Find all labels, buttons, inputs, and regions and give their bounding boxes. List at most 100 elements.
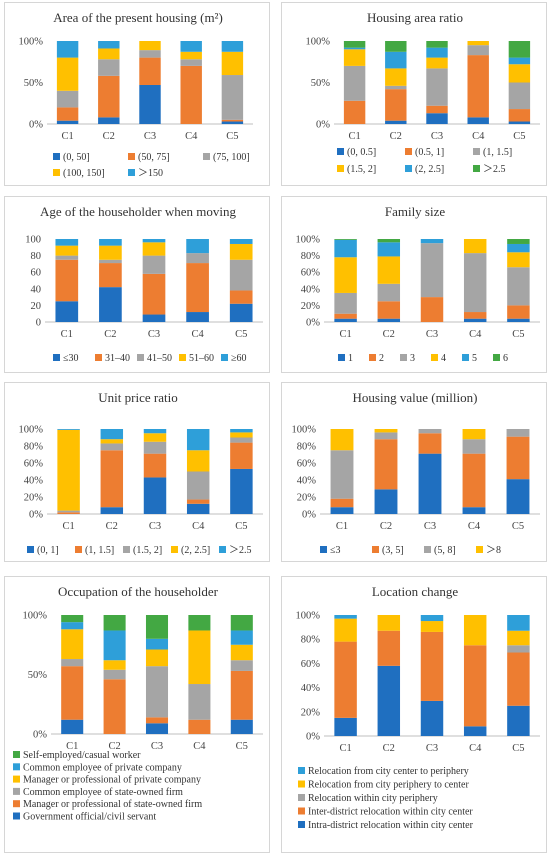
bar-segment [507, 252, 530, 268]
bar-segment [229, 259, 253, 291]
x-tick-label: C1 [62, 521, 74, 532]
legend-swatch [337, 148, 344, 155]
bar-segment [186, 253, 209, 264]
bar-segment [377, 242, 401, 257]
bar-segment [420, 297, 444, 322]
bar-segment [99, 259, 122, 264]
bar-segment [334, 239, 357, 258]
chart-title: Occupation of the householder [58, 584, 219, 599]
bar-segment [462, 439, 486, 454]
legend-swatch [137, 354, 144, 361]
legend-label: Common employee of state-owned firm [23, 787, 183, 798]
y-tick-label: 40% [301, 683, 321, 694]
bar-segment [463, 726, 487, 736]
bar-segment [420, 243, 444, 298]
legend-swatch [320, 546, 327, 553]
chart-svg: Area of the present housing (m²) 0% 50% 100… [19, 10, 253, 179]
bar-segment [55, 239, 79, 246]
legend-label: Manager or professional of private compa… [23, 775, 201, 786]
bar-segment [343, 49, 366, 66]
bar-segment [230, 442, 253, 469]
legend-swatch [53, 169, 60, 176]
bar-segment [55, 259, 79, 302]
legend-label: (5, 8] [434, 545, 456, 556]
x-tick-label: C1 [339, 743, 351, 754]
chart-title: Location change [372, 584, 458, 599]
bar-segment [230, 432, 253, 438]
bar-segment [334, 239, 357, 240]
bar-segment [145, 649, 169, 667]
x-tick-label: C3 [144, 131, 156, 142]
legend-label: (50, 75] [138, 152, 170, 163]
bar-segment [229, 290, 253, 304]
legend-label: (1, 1.5] [85, 545, 114, 556]
bar-segment [143, 429, 167, 434]
bar-segment [374, 429, 398, 433]
bar-segment [426, 113, 448, 124]
legend-swatch [75, 546, 82, 553]
chart-panel-ratio: Housing area ratio 0% 50% 100% C1 C2 C3 C4 C5 (0,… [281, 2, 547, 186]
legend-swatch [298, 794, 305, 801]
bar-segment [57, 510, 80, 513]
bar-segment [139, 57, 161, 85]
y-tick-label: 60% [297, 459, 317, 470]
bar-segment [377, 239, 401, 243]
y-tick-label: 80 [31, 251, 42, 262]
bar-segment [98, 59, 120, 76]
chart-title: Area of the present housing (m²) [53, 10, 223, 25]
legend-label: ＞2.5 [483, 164, 506, 175]
x-tick-label: C5 [235, 329, 247, 340]
x-tick-label: C1 [66, 741, 78, 752]
bar-segment [103, 660, 126, 670]
legend-label: Relocation from city periphery to center [308, 780, 469, 791]
x-tick-label: C4 [193, 741, 206, 752]
bar-segment [186, 503, 210, 514]
bar-segment [139, 84, 161, 124]
legend-swatch [298, 767, 305, 774]
bar-segment [463, 253, 487, 313]
legend-label: 1 [348, 353, 353, 364]
chart-title: Housing area ratio [367, 10, 463, 25]
bar-segment [61, 666, 84, 720]
bar-segment [98, 117, 120, 124]
bar-segment [377, 615, 401, 631]
legend-swatch [27, 546, 34, 553]
bar-segment [230, 644, 253, 661]
bar-segment [99, 263, 122, 288]
x-tick-label: C5 [513, 131, 525, 142]
bar-segment [463, 645, 487, 727]
bar-segment [377, 630, 401, 666]
bar-segment [462, 429, 486, 440]
bar-segment [103, 669, 126, 680]
y-tick-label: 0% [306, 732, 320, 743]
bar-segment [462, 453, 486, 508]
x-tick-label: C2 [390, 131, 402, 142]
bar-segment [142, 314, 166, 322]
x-tick-label: C3 [426, 329, 438, 340]
y-tick-label: 40% [24, 476, 44, 487]
bar-segment [343, 41, 366, 48]
bar-segment [57, 429, 80, 511]
x-tick-label: C1 [61, 329, 73, 340]
bar-segment [145, 723, 169, 734]
bar-segment [420, 631, 444, 701]
bar-segment [180, 41, 202, 52]
chart-svg: Housing value (million) 0% 20% 40% 60% 80% 100… [292, 390, 540, 556]
bar-segment [426, 41, 448, 48]
y-tick-label: 100% [296, 235, 321, 246]
bar-segment [55, 245, 79, 256]
y-tick-label: 20 [31, 301, 42, 312]
bar-segment [330, 507, 354, 514]
legend-swatch [128, 153, 135, 160]
bar-segment [56, 90, 79, 108]
bar-segment [385, 51, 407, 69]
y-tick-label: 20% [24, 493, 44, 504]
bar-segment [188, 615, 211, 631]
legend-label: (0, 0.5] [347, 147, 376, 158]
y-tick-label: 0% [306, 318, 320, 329]
legend-swatch [462, 354, 469, 361]
legend-swatch [179, 354, 186, 361]
bar-segment [343, 65, 366, 101]
legend-swatch [219, 546, 226, 553]
y-tick-label: 80% [297, 442, 317, 453]
